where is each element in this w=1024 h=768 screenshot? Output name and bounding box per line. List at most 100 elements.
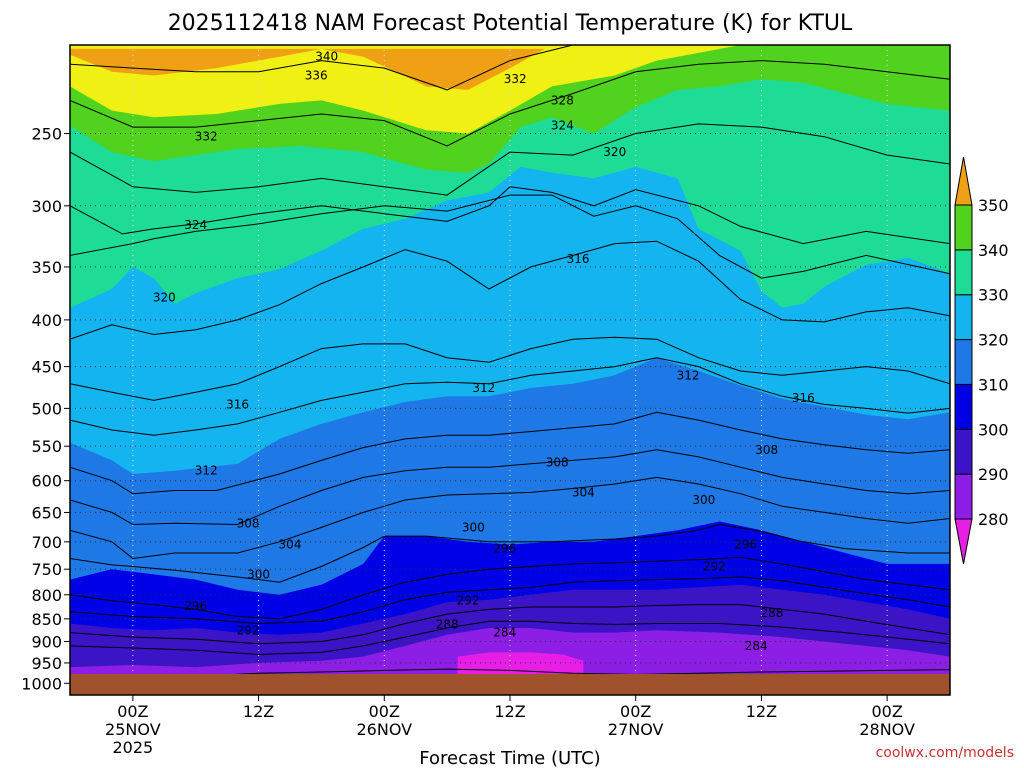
colorbar-label: 310 <box>978 375 1009 394</box>
contour-line <box>70 60 950 147</box>
contour-label: 296 <box>493 542 516 556</box>
x-tick-label: 00Z <box>871 702 902 721</box>
x-tick-label: 00Z <box>369 702 400 721</box>
contour-line <box>70 476 950 560</box>
colorbar-label: 280 <box>978 510 1009 529</box>
x-tick-label: 26NOV <box>356 720 412 739</box>
contour-label: 300 <box>692 493 715 507</box>
contour-label: 312 <box>472 381 495 395</box>
colorbar-segment <box>954 428 973 475</box>
y-tick-label: 500 <box>31 399 62 418</box>
colorbar-high-triangle <box>954 156 973 206</box>
y-axis: 250 300 350 400 450 500 550 600 650 700 750 800 850 9… <box>21 124 70 693</box>
x-tick-label: 25NOV <box>105 720 161 739</box>
colorbar-segment <box>954 339 973 385</box>
contour-label: 300 <box>247 567 270 581</box>
plot-area: 340 336 332 332 328 324 324 320 320 316 316 316 312 3… <box>70 45 950 695</box>
contour-label: 300 <box>462 520 485 534</box>
contour-line <box>70 357 950 436</box>
x-axis-label: Forecast Time (UTC) <box>419 748 600 768</box>
colorbar-label: 290 <box>978 465 1009 484</box>
y-tick-label: 900 <box>31 632 62 651</box>
contour-label: 340 <box>315 50 338 64</box>
contour-label: 316 <box>226 397 249 411</box>
credit-text: coolwx.com/models <box>876 745 1014 761</box>
contour-label: 284 <box>745 639 768 653</box>
colorbar-label: 340 <box>978 241 1009 260</box>
x-tick-label: 00Z <box>117 702 148 721</box>
y-tick-label: 850 <box>31 610 62 629</box>
contour-label: 284 <box>493 626 516 640</box>
contour-line <box>70 240 950 340</box>
contour-line <box>70 556 950 620</box>
y-tick-label: 950 <box>31 654 62 673</box>
contour-line <box>70 576 950 625</box>
contour-line <box>70 194 950 279</box>
y-tick-label: 650 <box>31 503 62 522</box>
chart-title: 2025112418 NAM Forecast Potential Temper… <box>168 11 853 36</box>
contour-label: 320 <box>603 145 626 159</box>
colorbar: 280 290 300 310 320 330 340 350 <box>954 156 1009 565</box>
contour-line <box>70 523 950 583</box>
contour-label: 332 <box>504 72 527 86</box>
x-tick-label: 2025 <box>112 738 153 757</box>
x-tick-label: 28NOV <box>859 720 915 739</box>
contour-label: 304 <box>279 538 302 552</box>
contour-line <box>70 620 950 656</box>
contour-label: 324 <box>184 218 207 232</box>
y-tick-label: 300 <box>31 197 62 216</box>
x-tick-label: 12Z <box>243 702 274 721</box>
y-tick-label: 400 <box>31 311 62 330</box>
contour-label: 312 <box>195 464 218 478</box>
y-tick-label: 700 <box>31 533 62 552</box>
contour-line <box>70 123 950 196</box>
colorbar-label: 320 <box>978 331 1009 350</box>
contour-line <box>70 449 950 526</box>
colorbar-segment <box>954 204 973 251</box>
contour-label: 316 <box>567 252 590 266</box>
contour-label: 304 <box>572 485 595 499</box>
contour-line <box>70 186 950 245</box>
contour-label: 332 <box>195 130 218 144</box>
colorbar-low-triangle <box>954 518 973 565</box>
contour-label: 308 <box>546 455 569 469</box>
y-tick-label: 250 <box>31 124 62 143</box>
contour-label: 324 <box>551 118 574 132</box>
contour-lines <box>70 45 950 678</box>
y-tick-label: 750 <box>31 560 62 579</box>
contour-label: 328 <box>551 93 574 107</box>
y-tick-label: 1000 <box>21 674 62 693</box>
y-tick-label: 450 <box>31 358 62 377</box>
contour-labels: 340 336 332 332 328 324 324 320 320 316 316 316 312 3… <box>153 50 815 687</box>
contour-label: 296 <box>184 599 207 613</box>
colorbar-segment <box>954 249 973 296</box>
contour-label: 296 <box>734 538 757 552</box>
contour-line <box>70 336 950 401</box>
contour-label: 312 <box>677 368 700 382</box>
contour-label: 308 <box>755 443 778 457</box>
contour-label: 320 <box>153 290 176 304</box>
contour-label: 316 <box>792 391 815 405</box>
y-tick-label: 600 <box>31 472 62 491</box>
x-tick-label: 27NOV <box>608 720 664 739</box>
contour-line <box>70 45 950 91</box>
x-tick-label: 12Z <box>746 702 777 721</box>
colorbar-segment <box>954 383 973 430</box>
contour-line <box>70 604 950 645</box>
colorbar-segment <box>954 473 973 520</box>
contour-label: 336 <box>305 69 328 83</box>
contour-line <box>70 411 950 495</box>
ground-surface <box>70 674 950 695</box>
y-tick-label: 800 <box>31 586 62 605</box>
contour-label: 308 <box>237 516 260 530</box>
contour-label: 292 <box>457 594 480 608</box>
x-tick-label: 12Z <box>494 702 525 721</box>
contour-label: 292 <box>703 560 726 574</box>
y-tick-label: 550 <box>31 437 62 456</box>
y-tick-label: 350 <box>31 258 62 277</box>
contour-label: 292 <box>237 623 260 637</box>
colorbar-segment <box>954 294 973 341</box>
x-tick-label: 00Z <box>620 702 651 721</box>
